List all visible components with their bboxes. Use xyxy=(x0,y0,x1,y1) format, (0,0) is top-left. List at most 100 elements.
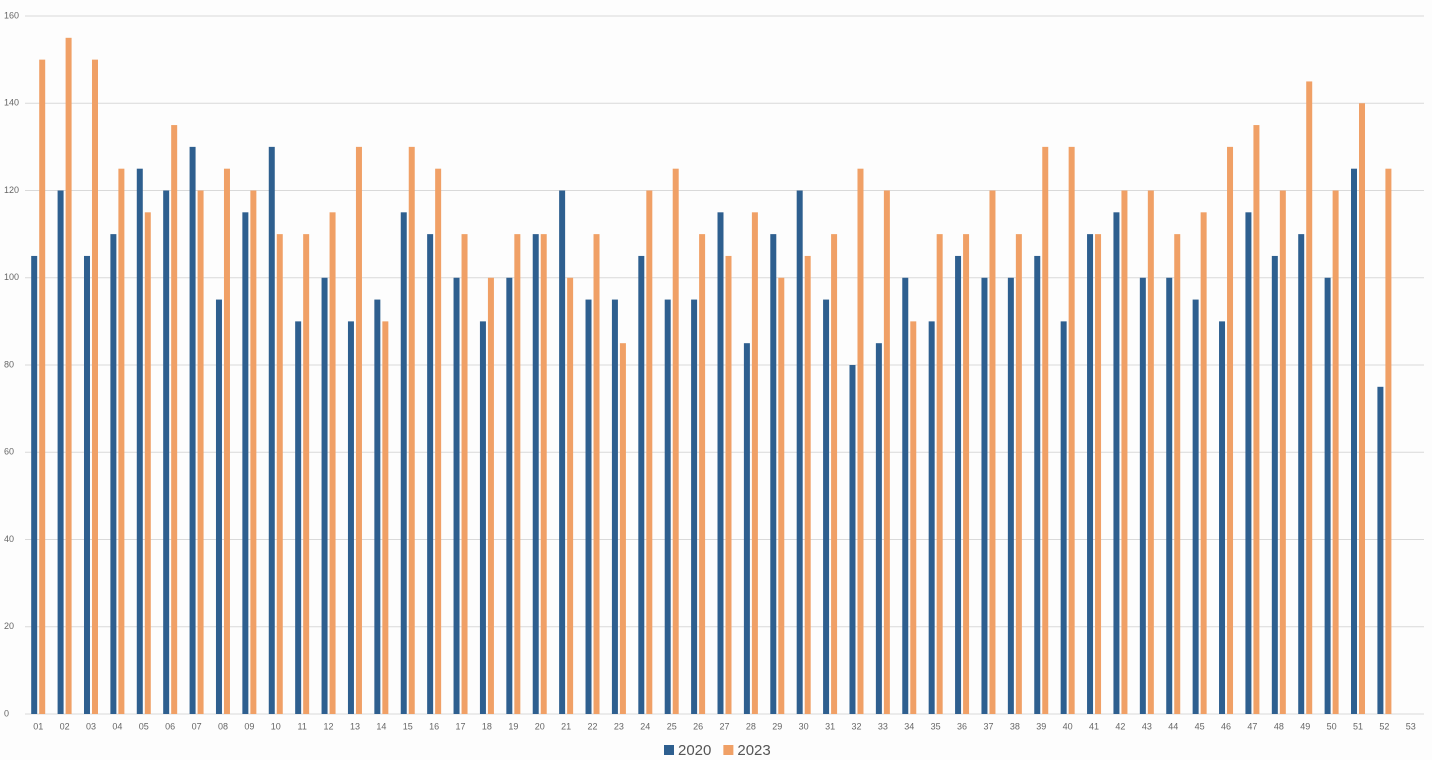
x-tick-label: 53 xyxy=(1406,721,1416,731)
bar xyxy=(39,59,46,714)
bar xyxy=(329,212,336,714)
x-tick-label: 05 xyxy=(139,721,149,731)
bar xyxy=(400,212,407,714)
x-tick-label: 02 xyxy=(60,721,70,731)
y-tick-label: 120 xyxy=(4,185,19,195)
legend: 2020 2023 xyxy=(664,742,771,759)
x-tick-label: 36 xyxy=(957,721,967,731)
bar xyxy=(1359,103,1366,714)
bar xyxy=(567,277,574,714)
bar xyxy=(1385,168,1392,714)
bar xyxy=(347,321,354,714)
bar xyxy=(110,234,117,714)
bar xyxy=(532,234,539,714)
x-tick-label: 39 xyxy=(1036,721,1046,731)
bar xyxy=(461,234,468,714)
bar xyxy=(638,255,645,714)
bar xyxy=(770,234,777,714)
bar xyxy=(276,234,283,714)
bar xyxy=(1219,321,1226,714)
bar xyxy=(849,365,856,714)
bar xyxy=(559,190,566,714)
y-tick-label: 160 xyxy=(4,10,19,20)
bar xyxy=(1147,190,1154,714)
x-tick-label: 16 xyxy=(429,721,439,731)
bar xyxy=(883,190,890,714)
bar xyxy=(215,299,222,714)
bar xyxy=(619,343,626,714)
bar xyxy=(796,190,803,714)
bar xyxy=(189,146,196,714)
bar xyxy=(1174,234,1181,714)
bar xyxy=(1121,190,1128,714)
x-tick-label: 07 xyxy=(192,721,202,731)
bar xyxy=(408,146,415,714)
bar xyxy=(1377,386,1384,714)
bar xyxy=(453,277,460,714)
x-tick-label: 11 xyxy=(297,721,306,731)
bar xyxy=(910,321,917,714)
x-tick-label: 45 xyxy=(1195,721,1205,731)
x-tick-label: 19 xyxy=(508,721,518,731)
x-tick-label: 12 xyxy=(324,721,334,731)
x-tick-label: 06 xyxy=(165,721,175,731)
bar xyxy=(1306,81,1313,714)
bar xyxy=(593,234,600,714)
bar xyxy=(778,277,785,714)
x-tick-label: 01 xyxy=(33,721,43,731)
bar xyxy=(857,168,864,714)
x-tick-label: 04 xyxy=(112,721,122,731)
bar xyxy=(65,37,72,714)
bar xyxy=(223,168,230,714)
bar xyxy=(427,234,434,714)
bar xyxy=(1034,255,1041,714)
bar xyxy=(1087,234,1094,714)
bar xyxy=(725,255,732,714)
bar xyxy=(691,299,698,714)
bar xyxy=(479,321,486,714)
bar xyxy=(1113,212,1120,714)
x-tick-label: 35 xyxy=(931,721,941,731)
x-tick-label: 13 xyxy=(350,721,360,731)
x-tick-label: 37 xyxy=(983,721,993,731)
bar xyxy=(506,277,513,714)
x-tick-label: 26 xyxy=(693,721,703,731)
bar xyxy=(1271,255,1278,714)
bar xyxy=(514,234,521,714)
bar xyxy=(928,321,935,714)
bar xyxy=(303,234,310,714)
x-tick-label: 52 xyxy=(1379,721,1389,731)
x-tick-label: 15 xyxy=(403,721,413,731)
bar xyxy=(1227,146,1234,714)
bar xyxy=(540,234,547,714)
bar xyxy=(374,299,381,714)
x-tick-label: 42 xyxy=(1115,721,1125,731)
x-tick-label: 30 xyxy=(799,721,809,731)
y-tick-label: 40 xyxy=(4,534,14,544)
x-tick-label: 50 xyxy=(1327,721,1337,731)
bar xyxy=(197,190,204,714)
bar xyxy=(1351,168,1358,714)
x-tick-label: 27 xyxy=(719,721,729,731)
x-tick-label: 03 xyxy=(86,721,96,731)
x-tick-label: 51 xyxy=(1353,721,1363,731)
bar xyxy=(981,277,988,714)
x-tick-label: 20 xyxy=(535,721,545,731)
x-tick-label: 21 xyxy=(561,721,571,731)
x-tick-label: 25 xyxy=(667,721,677,731)
bar xyxy=(1253,125,1260,714)
bar xyxy=(242,212,249,714)
bar xyxy=(136,168,143,714)
bar xyxy=(611,299,618,714)
bar xyxy=(144,212,151,714)
bar xyxy=(823,299,830,714)
bar xyxy=(91,59,98,714)
legend-label: 2023 xyxy=(737,742,770,759)
x-tick-label: 32 xyxy=(851,721,861,731)
bar xyxy=(1060,321,1067,714)
bar xyxy=(487,277,494,714)
x-tick-label: 18 xyxy=(482,721,492,731)
x-tick-label: 48 xyxy=(1274,721,1284,731)
legend-swatch xyxy=(723,745,734,755)
